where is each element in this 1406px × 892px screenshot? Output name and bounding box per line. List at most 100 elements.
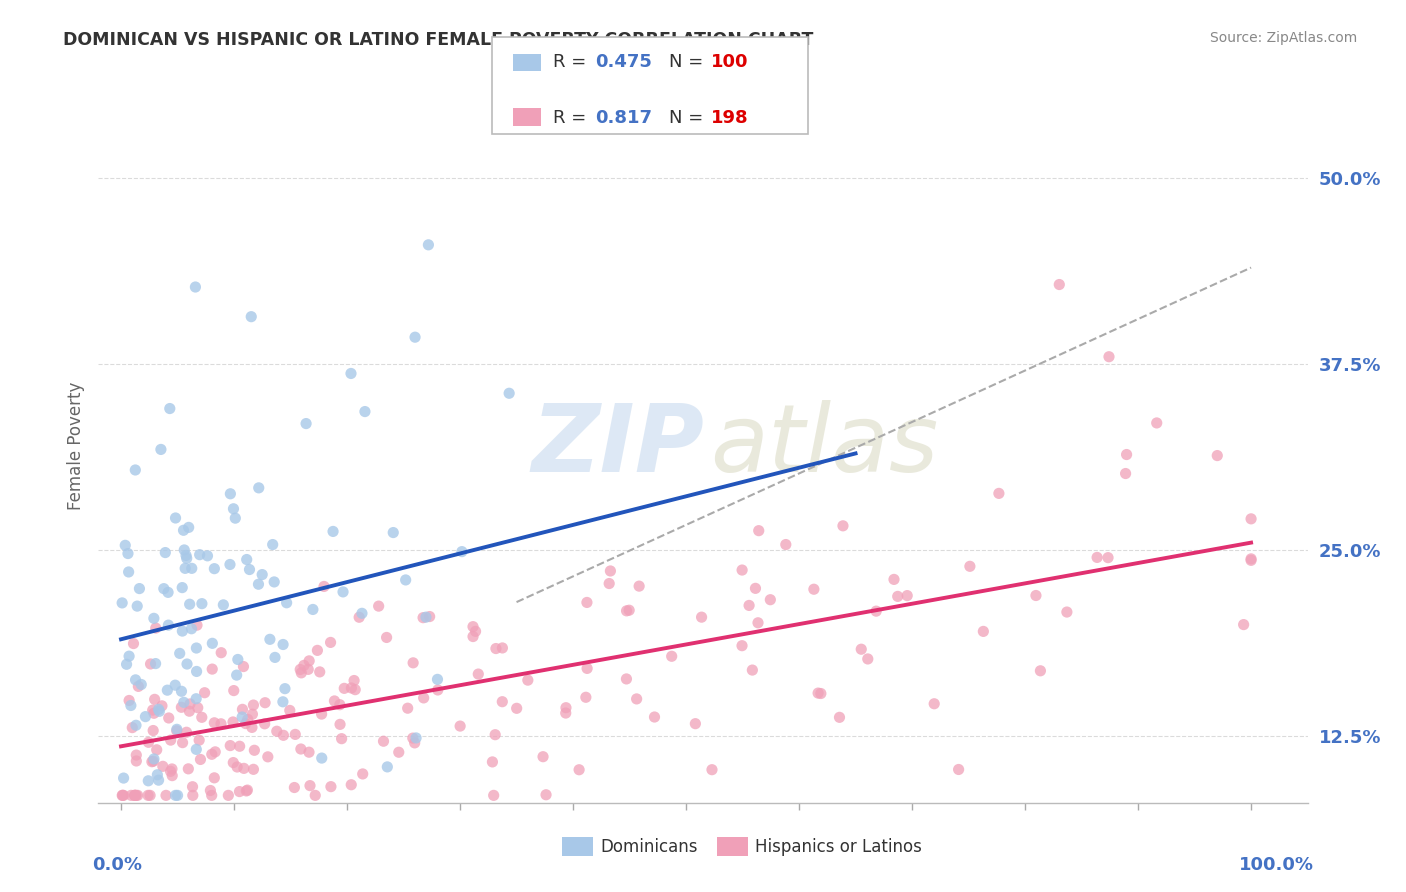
Point [179, 704, 201, 718]
Point [166, 723, 188, 737]
Point [283, 780, 305, 795]
Point [150, 698, 173, 713]
Point [146, 768, 169, 782]
Text: 0.0%: 0.0% [93, 856, 142, 874]
Point [243, 743, 266, 757]
Point [1056, 605, 1078, 619]
Point [644, 710, 666, 724]
Point [191, 710, 214, 724]
Point [254, 696, 277, 710]
Point [176, 725, 198, 739]
Point [166, 789, 188, 803]
Point [165, 678, 187, 692]
Point [1240, 552, 1263, 566]
Point [617, 603, 640, 617]
Point [485, 641, 508, 656]
Point [219, 739, 242, 753]
Point [1115, 448, 1137, 462]
Point [142, 723, 165, 738]
Point [180, 622, 202, 636]
Point [159, 733, 181, 747]
Point [865, 604, 887, 618]
Point [250, 567, 273, 582]
Point [419, 609, 441, 624]
Point [174, 549, 197, 563]
Point [231, 710, 253, 724]
Point [231, 702, 253, 716]
Point [461, 630, 484, 644]
Point [127, 679, 149, 693]
Point [142, 703, 165, 717]
Point [125, 789, 148, 803]
Point [685, 716, 707, 731]
Point [367, 599, 389, 614]
Point [228, 739, 250, 754]
Point [319, 635, 342, 649]
Point [142, 752, 165, 766]
Point [166, 723, 188, 738]
Point [461, 620, 484, 634]
Point [180, 561, 202, 575]
Point [948, 763, 970, 777]
Point [402, 731, 425, 745]
Point [235, 552, 257, 566]
Point [284, 727, 307, 741]
Point [1240, 553, 1263, 567]
Point [491, 640, 513, 655]
Text: N =: N = [669, 109, 709, 127]
Text: 198: 198 [711, 109, 749, 127]
Point [112, 771, 135, 785]
Point [1206, 449, 1229, 463]
Point [628, 579, 651, 593]
Point [290, 663, 312, 677]
Point [242, 707, 264, 722]
Point [242, 762, 264, 776]
Point [201, 747, 224, 762]
Point [534, 788, 557, 802]
Point [276, 596, 298, 610]
Point [148, 773, 170, 788]
Point [172, 624, 194, 638]
Point [235, 716, 257, 731]
Point [217, 789, 239, 803]
Point [311, 707, 333, 722]
Point [1085, 550, 1108, 565]
Point [226, 652, 249, 666]
Point [201, 636, 224, 650]
Point [202, 715, 225, 730]
Point [731, 639, 754, 653]
Point [987, 486, 1010, 500]
Point [155, 545, 177, 559]
Point [744, 582, 766, 596]
Point [190, 752, 212, 766]
Point [143, 692, 166, 706]
Point [224, 511, 246, 525]
Point [165, 789, 187, 803]
Point [599, 564, 621, 578]
Point [160, 762, 183, 776]
Point [575, 595, 598, 609]
Point [395, 573, 418, 587]
Point [807, 686, 830, 700]
Point [731, 563, 754, 577]
Point [803, 582, 825, 597]
Point [170, 684, 193, 698]
Point [828, 710, 851, 724]
Point [201, 662, 224, 676]
Point [1240, 512, 1263, 526]
Point [176, 657, 198, 671]
Point [883, 573, 905, 587]
Point [148, 702, 170, 716]
Point [297, 662, 319, 676]
Point [155, 789, 177, 803]
Point [340, 367, 363, 381]
Point [388, 745, 411, 759]
Point [1047, 277, 1070, 292]
Point [125, 747, 148, 762]
Point [352, 767, 374, 781]
Text: Dominicans: Dominicans [600, 838, 697, 855]
Point [202, 562, 225, 576]
Point [259, 632, 281, 647]
Text: 100.0%: 100.0% [1239, 856, 1313, 874]
Point [128, 582, 150, 596]
